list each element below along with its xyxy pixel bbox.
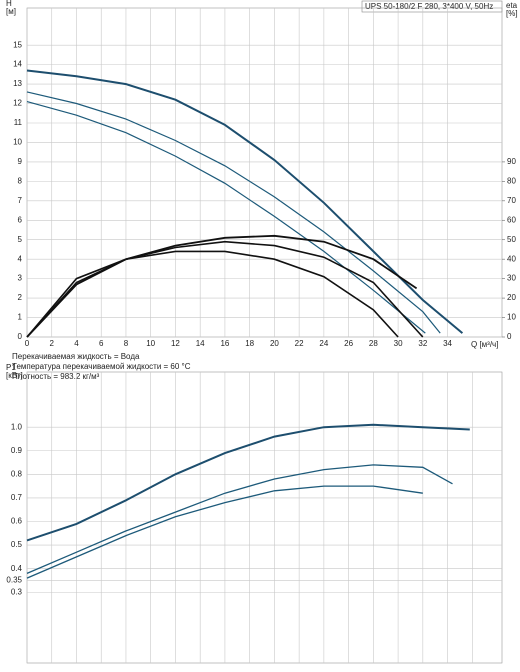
y-tick-label: 0.7 — [11, 493, 23, 502]
y-axis-label: [м] — [6, 7, 16, 16]
y-tick-label: 0.3 — [11, 587, 23, 596]
y2-tick-label: 10 — [507, 313, 516, 322]
y-tick-label: 0 — [18, 332, 23, 341]
y-tick-label: 3 — [18, 274, 23, 283]
y-tick-label: 11 — [14, 118, 23, 127]
y-tick-label: 5 — [18, 235, 23, 244]
y-tick-label: 9 — [18, 157, 23, 166]
x-tick-label: 12 — [171, 339, 180, 348]
y-tick-label: 15 — [13, 40, 22, 49]
chart-title: UPS 50-180/2 F 280, 3*400 V, 50Hz — [365, 2, 493, 11]
plot-area — [26, 7, 503, 338]
curve — [26, 234, 418, 338]
x-tick-label: 20 — [270, 339, 279, 348]
x-axis-label: Q [м³/ч] — [471, 340, 498, 349]
x-tick-label: 28 — [369, 339, 378, 348]
y-tick-label: 0.5 — [11, 540, 23, 549]
curve — [26, 101, 426, 334]
y-tick-label: 4 — [18, 254, 23, 263]
x-tick-label: 10 — [146, 339, 155, 348]
y-tick-label: 7 — [18, 196, 23, 205]
y-axis-label: P1 — [6, 363, 16, 372]
y-tick-label: 1 — [18, 313, 23, 322]
y-tick-label: 1.0 — [11, 422, 23, 431]
x-tick-label: 32 — [418, 339, 427, 348]
x-tick-label: 30 — [394, 339, 403, 348]
y2-tick-label: 50 — [507, 235, 516, 244]
y-tick-label: 0.6 — [11, 517, 23, 526]
y-axis-label: H — [6, 0, 12, 8]
plot-area — [26, 371, 503, 664]
curve — [26, 485, 423, 579]
y-tick-label: 2 — [18, 293, 23, 302]
y2-axis-label: [%] — [506, 9, 518, 18]
x-tick-label: 8 — [124, 339, 129, 348]
curve — [26, 250, 399, 338]
y-tick-label: 12 — [13, 99, 22, 108]
y2-tick-label: 30 — [507, 274, 516, 283]
y2-tick-label: 40 — [507, 254, 516, 263]
curve — [26, 91, 441, 334]
y-tick-label: 0.4 — [11, 564, 23, 573]
curve — [26, 240, 424, 338]
x-tick-label: 34 — [443, 339, 452, 348]
x-tick-label: 4 — [74, 339, 79, 348]
y-tick-label: 0.8 — [11, 469, 23, 478]
y2-tick-label: 0 — [507, 332, 512, 341]
y2-tick-label: 70 — [507, 196, 516, 205]
x-tick-label: 26 — [344, 339, 353, 348]
x-tick-label: 24 — [319, 339, 328, 348]
x-tick-label: 14 — [196, 339, 205, 348]
x-tick-label: 6 — [99, 339, 104, 348]
x-tick-label: 22 — [295, 339, 304, 348]
y-tick-label: 6 — [18, 215, 23, 224]
y-tick-label: 14 — [13, 60, 22, 69]
annotation: Перекачиваемая жидкость = Вода — [12, 352, 140, 361]
y-axis-label: [кВт] — [6, 371, 23, 380]
y-tick-label: 0.35 — [6, 576, 22, 585]
title-box — [361, 0, 503, 13]
x-tick-label: 0 — [25, 339, 30, 348]
y-tick-label: 8 — [18, 176, 23, 185]
y-tick-label: 0.9 — [11, 446, 23, 455]
curve — [26, 69, 464, 334]
y2-tick-label: 90 — [507, 157, 516, 166]
curve — [26, 423, 470, 542]
y2-tick-label: 80 — [507, 176, 516, 185]
y2-tick-label: 60 — [507, 215, 516, 224]
annotation: Температура перекачиваемой жидкости = 60… — [12, 362, 191, 371]
annotation: Плотность = 983.2 кг/м³ — [12, 372, 100, 381]
x-tick-label: 16 — [220, 339, 229, 348]
x-tick-label: 18 — [245, 339, 254, 348]
curve — [26, 464, 453, 574]
y-tick-label: 10 — [13, 138, 22, 147]
y2-axis-label: eta — [506, 1, 518, 10]
y2-tick-label: 20 — [507, 293, 516, 302]
x-tick-label: 2 — [50, 339, 55, 348]
y-tick-label: 13 — [13, 79, 22, 88]
